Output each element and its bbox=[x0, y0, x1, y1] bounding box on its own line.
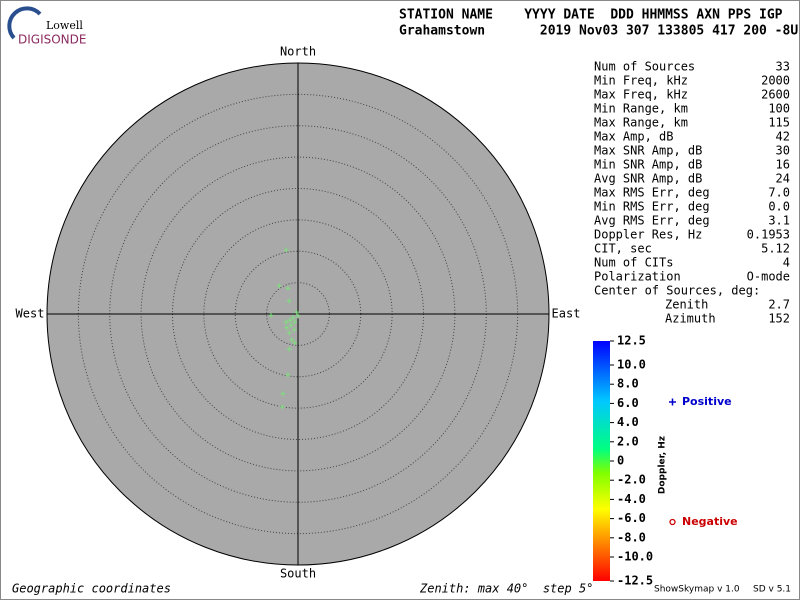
footer-program: ShowSkymap v 1.0 bbox=[654, 585, 740, 595]
stat-label: Polarization bbox=[594, 270, 681, 284]
stat-value: 5.12 bbox=[761, 242, 790, 256]
center-label: Center of Sources, deg: bbox=[594, 284, 760, 298]
colorbar-label: 4.0 bbox=[617, 415, 639, 429]
stat-label: CIT, sec bbox=[594, 242, 652, 256]
stat-value: 7.0 bbox=[768, 186, 790, 200]
stat-value: 100 bbox=[768, 102, 790, 116]
negative-symbol bbox=[669, 518, 676, 526]
footer-version: SD v 5.1 bbox=[753, 585, 791, 595]
center-value: 152 bbox=[768, 312, 790, 326]
stat-value: 4 bbox=[783, 256, 790, 270]
stat-value: 2000 bbox=[761, 74, 790, 88]
stat-label: Min RMS Err, deg bbox=[594, 200, 710, 214]
colorbar-label: 8.0 bbox=[617, 377, 639, 391]
footer-zenith: Zenith: max 40° step 5° bbox=[419, 582, 593, 596]
stat-label: Max Amp, dB bbox=[594, 130, 673, 144]
stat-label: Min Range, km bbox=[594, 102, 688, 116]
source-point bbox=[295, 313, 301, 319]
logo-bottom: DIGISONDE bbox=[18, 33, 86, 47]
stat-label: Avg SNR Amp, dB bbox=[594, 172, 702, 186]
stat-label: Num of CITs bbox=[594, 256, 673, 270]
colorbar-label: 6.0 bbox=[617, 396, 639, 410]
stat-label: Max Range, km bbox=[594, 116, 688, 130]
colorbar-label: 0 bbox=[617, 454, 624, 468]
source-point bbox=[276, 283, 282, 289]
negative-label: Negative bbox=[682, 515, 738, 528]
source-point bbox=[294, 309, 300, 315]
header-values: Grahamstown 2019 Nov03 307 133805 417 20… bbox=[399, 24, 798, 39]
stat-value: 42 bbox=[776, 130, 790, 144]
source-point bbox=[292, 340, 298, 346]
source-point bbox=[290, 315, 296, 321]
stat-value: 33 bbox=[776, 60, 790, 74]
source-point bbox=[289, 337, 295, 343]
positive-label: Positive bbox=[682, 395, 732, 408]
source-point bbox=[280, 391, 286, 397]
colorbar-label: -4.0 bbox=[617, 492, 646, 506]
source-point bbox=[283, 247, 289, 253]
stat-label: Max Freq, kHz bbox=[594, 88, 688, 102]
header-columns: STATION NAME YYYY DATE DDD HHMMSS AXN PP… bbox=[399, 8, 783, 23]
source-point bbox=[292, 319, 298, 325]
colorbar-label: -8.0 bbox=[617, 530, 646, 544]
stat-value: 0.1953 bbox=[747, 228, 790, 242]
source-point bbox=[268, 312, 274, 318]
stat-value: 115 bbox=[768, 116, 790, 130]
dir-east: East bbox=[552, 307, 581, 321]
source-point bbox=[285, 285, 291, 291]
center-name: Zenith bbox=[665, 298, 708, 312]
source-point bbox=[286, 346, 292, 352]
colorbar bbox=[593, 341, 610, 581]
stat-label: Avg RMS Err, deg bbox=[594, 214, 710, 228]
source-point bbox=[283, 319, 289, 325]
colorbar-label: 2.0 bbox=[617, 434, 639, 448]
source-point bbox=[284, 325, 290, 331]
stat-value: 2600 bbox=[761, 88, 790, 102]
source-point bbox=[287, 317, 293, 323]
dir-south: South bbox=[280, 567, 316, 581]
stat-value: 0.0 bbox=[768, 200, 790, 214]
colorbar-title: Doppler, Hz bbox=[658, 436, 668, 494]
colorbar-label: 10.0 bbox=[617, 358, 646, 372]
stat-label: Min SNR Amp, dB bbox=[594, 158, 702, 172]
source-point bbox=[288, 322, 294, 328]
positive-symbol bbox=[669, 398, 676, 406]
source-point bbox=[286, 330, 292, 336]
source-point bbox=[285, 372, 291, 378]
dir-west: West bbox=[16, 307, 45, 321]
source-point bbox=[286, 298, 292, 304]
stat-label: Doppler Res, Hz bbox=[594, 228, 702, 242]
stat-value: 3.1 bbox=[768, 214, 790, 228]
colorbar-label: -6.0 bbox=[617, 511, 646, 525]
colorbar-label: 12.5 bbox=[617, 334, 646, 348]
stat-value: 24 bbox=[776, 172, 790, 186]
logo-top: Lowell bbox=[46, 19, 83, 32]
colorbar-label: -2.0 bbox=[617, 473, 646, 487]
stat-value: 16 bbox=[776, 158, 790, 172]
stat-label: Max SNR Amp, dB bbox=[594, 144, 702, 158]
logo-swoosh bbox=[7, 6, 42, 40]
center-name: Azimuth bbox=[665, 312, 716, 326]
stat-value: 30 bbox=[776, 144, 790, 158]
colorbar-label: -10.0 bbox=[617, 550, 653, 564]
center-value: 2.7 bbox=[768, 298, 790, 312]
colorbar-label: -12.5 bbox=[617, 574, 653, 588]
stat-label: Min Freq, kHz bbox=[594, 74, 688, 88]
stat-label: Max RMS Err, deg bbox=[594, 186, 710, 200]
source-point bbox=[279, 404, 285, 410]
source-point bbox=[291, 327, 297, 333]
dir-north: North bbox=[280, 45, 316, 59]
stat-value: O-mode bbox=[747, 270, 790, 284]
footer-coords: Geographic coordinates bbox=[12, 582, 171, 596]
stat-label: Num of Sources bbox=[594, 60, 695, 74]
